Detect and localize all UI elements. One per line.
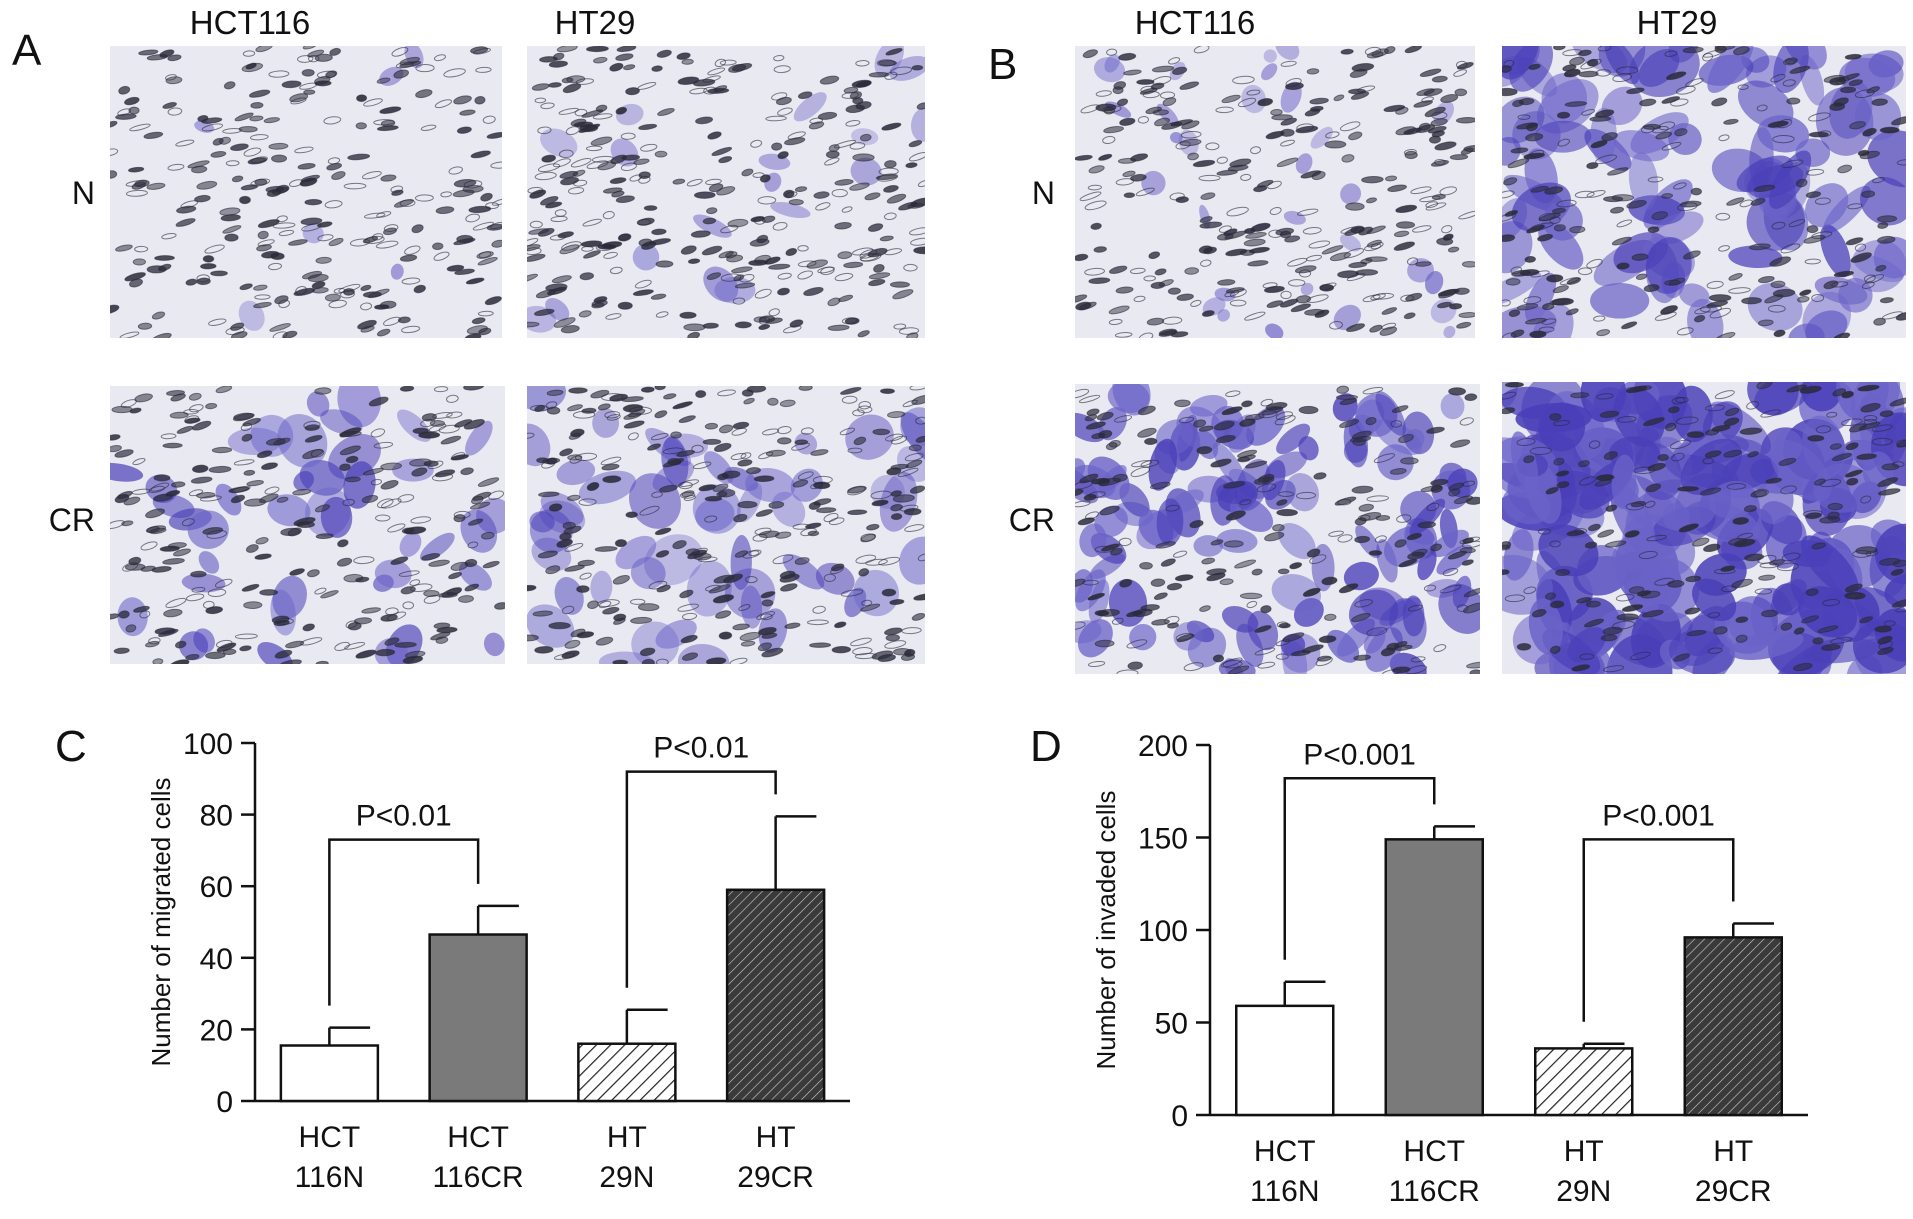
x-tick-label: HT 29N xyxy=(1556,1135,1611,1208)
bar xyxy=(1235,1004,1335,1117)
micrograph-b-hct116-cr xyxy=(1075,384,1480,674)
bar xyxy=(428,933,528,1103)
x-tick-label: HCT 116CR xyxy=(433,1121,524,1194)
panel-letter-b: B xyxy=(988,40,1018,89)
panel-b-column-label-hct116: HCT116 xyxy=(1134,4,1256,41)
panel-letter-d: D xyxy=(1030,722,1062,771)
y-tick-label: 40 xyxy=(200,943,233,976)
y-tick-label: 0 xyxy=(1171,1100,1188,1133)
micrograph-a-hct116-n xyxy=(110,46,502,338)
panel-b-row-label-cr: CR xyxy=(1008,502,1055,538)
panel-a-column-label-ht29: HT29 xyxy=(554,4,636,41)
y-axis-title: Number of migrated cells xyxy=(146,778,176,1067)
significance-bracket xyxy=(328,838,480,1006)
y-tick-label: 80 xyxy=(200,800,233,833)
micrograph-a-hct116-cr xyxy=(110,386,505,664)
x-tick-label: HCT 116N xyxy=(1250,1135,1320,1208)
y-tick-label: 100 xyxy=(183,728,233,761)
bar xyxy=(1384,838,1484,1117)
y-tick-label: 20 xyxy=(200,1014,233,1047)
y-tick-label: 150 xyxy=(1138,823,1188,856)
x-tick-label: HCT 116N xyxy=(295,1121,365,1194)
significance-bracket xyxy=(1283,777,1436,960)
x-tick-label: HCT 116CR xyxy=(1389,1135,1480,1208)
x-tick-label: HT 29CR xyxy=(1695,1135,1772,1208)
chart-c: 0 20 40 60 80 100 Number of migrated cells HCT 1… xyxy=(146,728,850,1194)
y-tick-label: 60 xyxy=(200,871,233,904)
y-tick-label: 50 xyxy=(1155,1008,1188,1041)
micrograph-b-ht29-cr xyxy=(1502,382,1906,674)
significance-bracket xyxy=(1582,838,1735,1022)
micrograph-a-ht29-cr xyxy=(527,386,925,664)
bar xyxy=(1534,1047,1634,1117)
panel-letter-a: A xyxy=(12,26,42,75)
significance-label: P<0.001 xyxy=(1602,799,1715,832)
y-tick-label: 100 xyxy=(1138,915,1188,948)
bar xyxy=(725,888,826,1103)
y-axis-title: Number of invaded cells xyxy=(1091,791,1121,1070)
x-tick-label: HT 29N xyxy=(599,1121,654,1194)
micrograph-b-ht29-n xyxy=(1502,46,1906,338)
bar xyxy=(577,1042,677,1103)
micrograph-b-hct116-n xyxy=(1075,46,1475,338)
significance-label: P<0.01 xyxy=(356,800,452,833)
panel-b-column-label-ht29: HT29 xyxy=(1636,4,1718,41)
panel-a-row-label-cr: CR xyxy=(48,502,95,538)
bar xyxy=(279,1044,380,1103)
y-tick-label: 200 xyxy=(1138,730,1188,763)
panel-a-column-label-hct116: HCT116 xyxy=(189,4,311,41)
panel-letter-c: C xyxy=(55,722,87,771)
significance-bracket xyxy=(625,770,777,988)
x-tick-label: HT 29CR xyxy=(737,1121,814,1194)
y-tick-label: 0 xyxy=(216,1086,233,1119)
panel-a-row-label-n: N xyxy=(71,175,95,211)
significance-label: P<0.01 xyxy=(653,732,749,765)
panel-b-row-label-n: N xyxy=(1031,175,1055,211)
significance-label: P<0.001 xyxy=(1303,738,1416,771)
micrograph-a-ht29-n xyxy=(527,46,925,338)
bar xyxy=(1683,936,1783,1117)
